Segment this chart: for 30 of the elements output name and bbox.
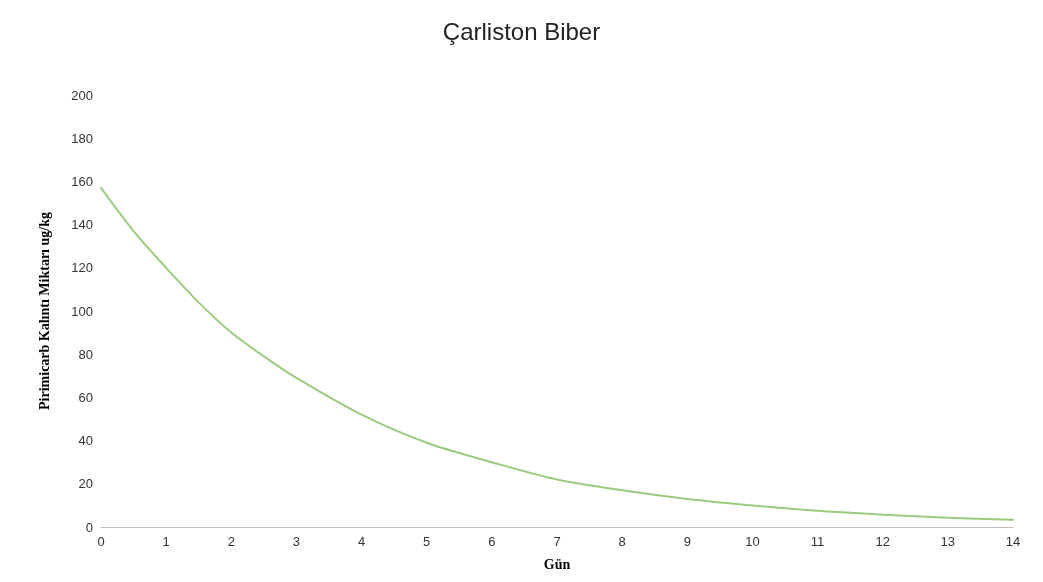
y-tick-label: 40 [78,433,93,449]
y-tick-label: 20 [78,476,93,492]
x-tick-label: 3 [292,534,301,549]
x-axis-title: Gün [543,556,571,572]
y-tick-label: 80 [78,346,93,362]
x-tick-label: 9 [683,534,691,549]
x-tick-label: 1 [162,534,170,549]
x-tick-label: 8 [618,534,626,549]
x-tick-label: 13 [940,534,956,549]
x-tick-label: 10 [745,534,760,549]
y-tick-label: 140 [71,217,93,233]
x-tick-label: 12 [875,534,890,549]
x-tick-label: 2 [227,534,235,549]
x-tick-label: 6 [488,534,496,549]
line-series [100,186,1014,521]
x-tick-label: 5 [423,534,431,549]
y-axis-title: Pirimicarb Kalıntı Miktarı ug/kg [36,212,52,410]
y-tick-label: 160 [71,173,93,189]
y-tick-label: 180 [71,130,93,146]
y-tick-label: 60 [78,389,93,405]
chart-title: Çarliston Biber [442,17,601,45]
y-tick-label: 0 [85,519,93,535]
y-tick-label: 100 [71,303,93,319]
x-tick-label: 7 [553,534,561,549]
x-tick-label: 0 [97,534,105,549]
y-tick-label: 120 [71,260,93,276]
x-tick-label: 14 [1005,534,1021,549]
y-tick-label: 200 [71,87,93,103]
x-tick-label: 4 [357,534,366,549]
x-tick-label: 11 [810,534,825,549]
